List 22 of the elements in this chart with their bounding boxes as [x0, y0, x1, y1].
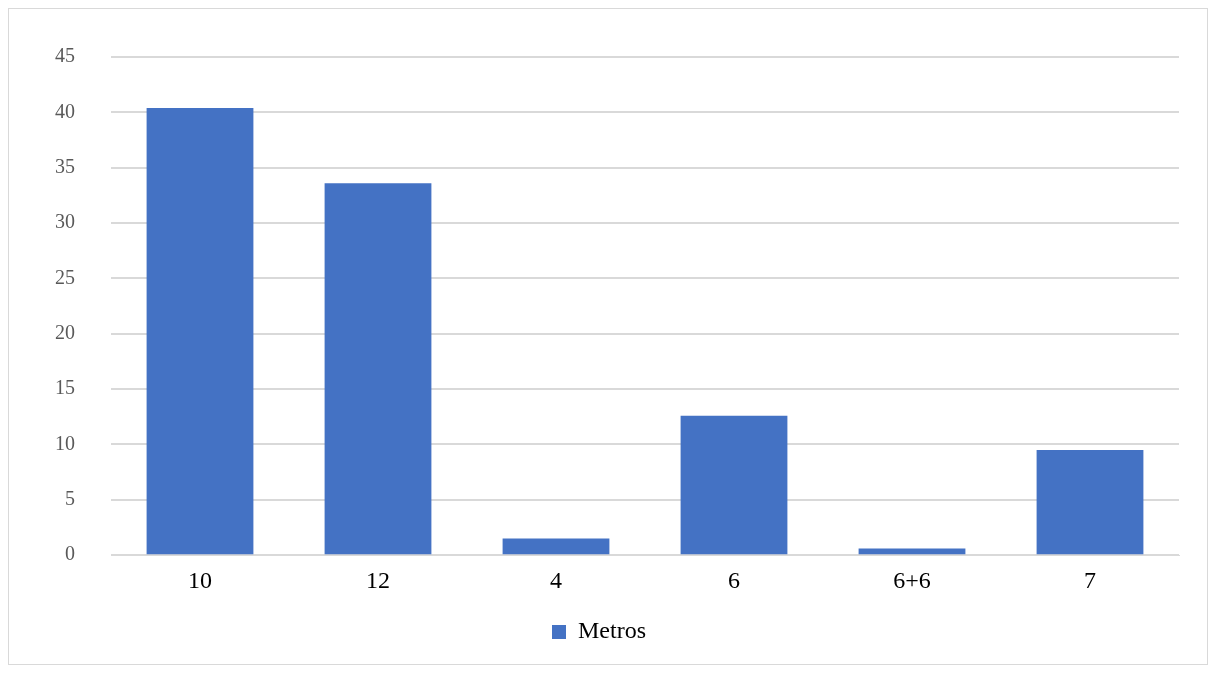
y-tick-label: 0 [65, 542, 75, 565]
x-tick-label: 7 [1084, 566, 1096, 593]
y-tick-label: 10 [55, 431, 75, 454]
y-tick-label: 45 [55, 44, 75, 67]
y-tick-label: 40 [55, 99, 75, 122]
bar [146, 107, 254, 555]
y-tick-label: 25 [55, 265, 75, 288]
y-tick-label: 30 [55, 210, 75, 233]
y-tick-label: 20 [55, 321, 75, 344]
bar [680, 415, 788, 555]
bar [324, 183, 432, 555]
x-tick-label: 10 [188, 566, 212, 593]
bar [502, 538, 610, 555]
y-tick-label: 5 [65, 487, 75, 510]
legend-label: Metros [578, 617, 646, 644]
x-tick-label: 12 [366, 566, 390, 593]
x-tick-label: 6+6 [893, 566, 931, 593]
y-tick-label: 35 [55, 154, 75, 177]
x-tick-label: 4 [550, 566, 562, 593]
bar [1036, 450, 1144, 555]
x-tick-label: 6 [728, 566, 740, 593]
y-tick-label: 15 [55, 376, 75, 399]
